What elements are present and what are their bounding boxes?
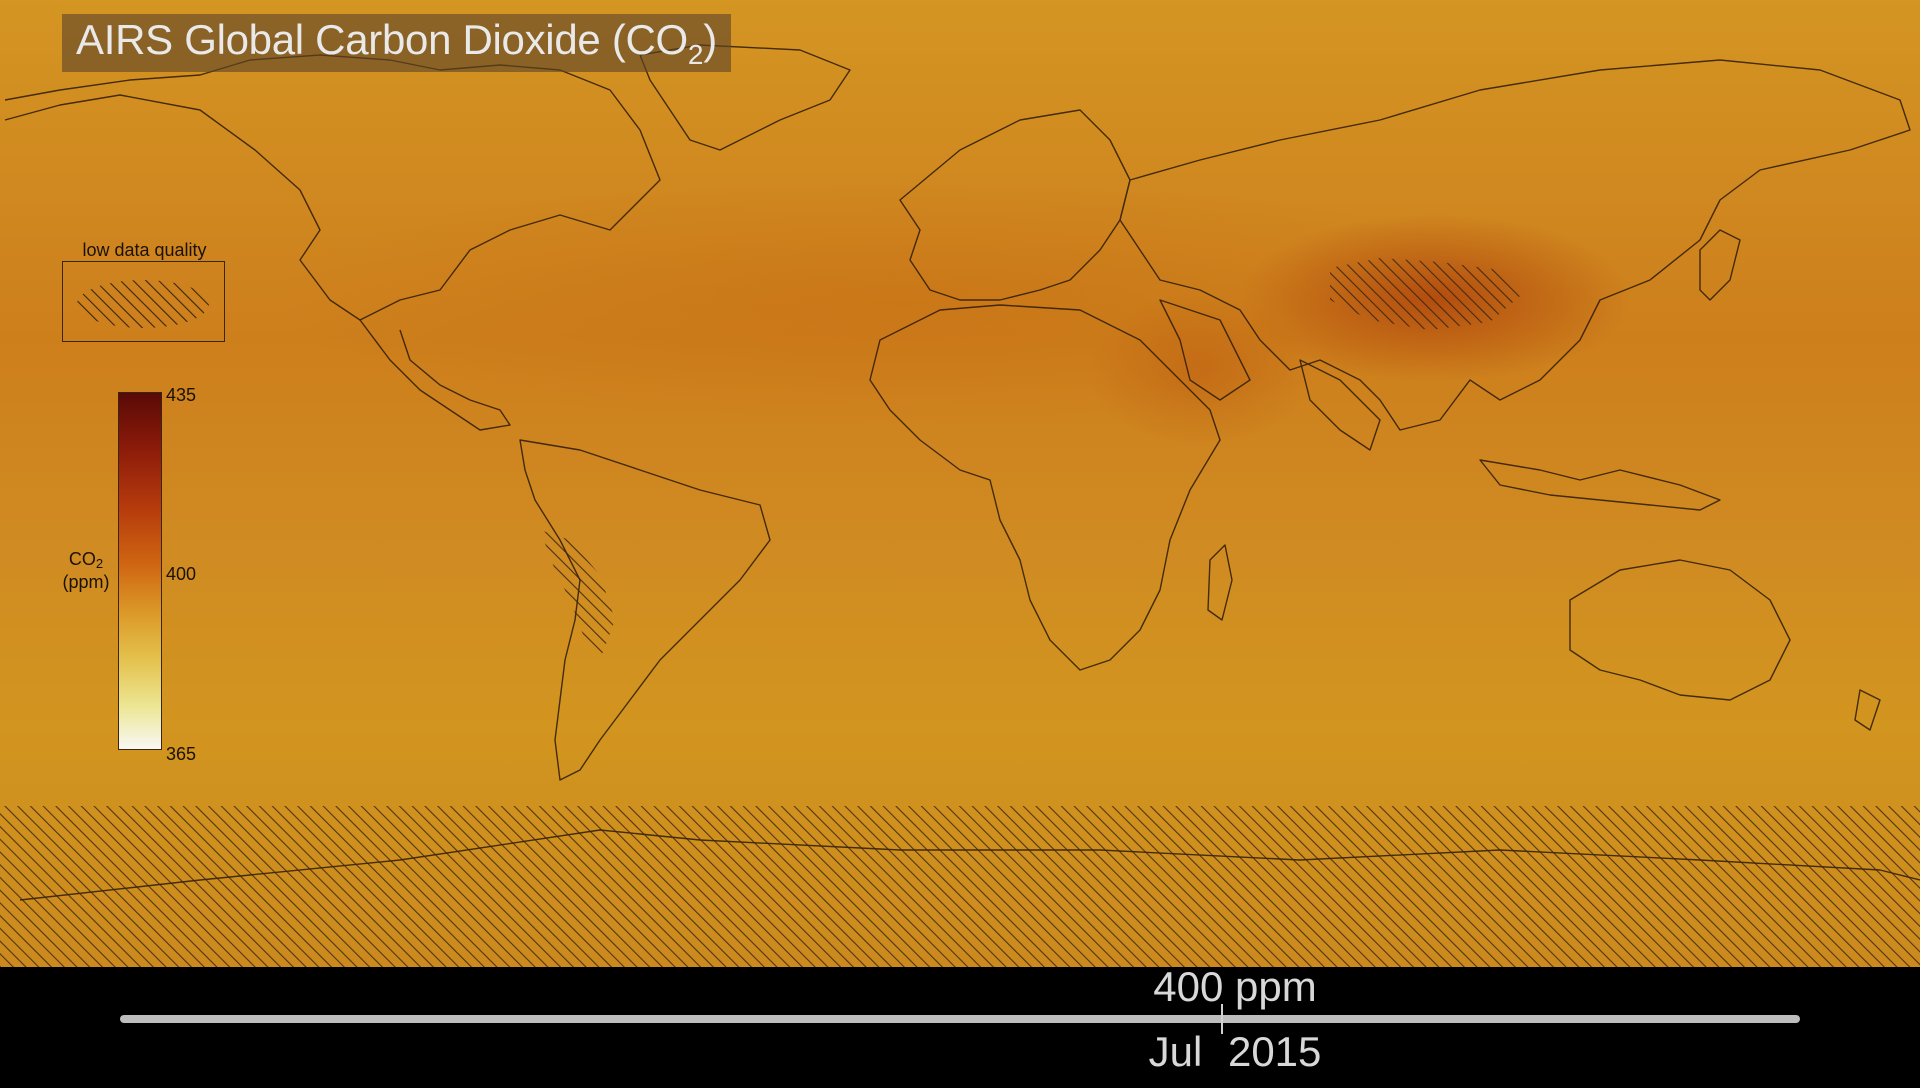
new-zealand-outline xyxy=(1854,689,1881,731)
europe-outline xyxy=(899,109,1131,301)
colorbar-max-label: 435 xyxy=(166,385,197,405)
continent-outlines xyxy=(4,44,1920,901)
central-america-outline xyxy=(359,319,511,431)
antarctic-low-quality-hatch xyxy=(0,806,1920,967)
colorbar-min-label: 365 xyxy=(166,744,197,764)
timeline-bar xyxy=(0,967,1920,1088)
greenland-outline xyxy=(639,44,851,151)
colorbar-title: CO2 (ppm) xyxy=(62,549,110,592)
low-quality-legend-swatch xyxy=(62,261,225,342)
timeline-marker[interactable] xyxy=(1221,1004,1223,1034)
low-quality-legend-label: low data quality xyxy=(82,240,207,260)
colorbar xyxy=(118,392,162,750)
australia-outline xyxy=(1569,559,1791,701)
andes-low-quality-hatch xyxy=(540,530,615,660)
arabia-india-outline xyxy=(1159,299,1381,451)
co2-world-map: AIRS Global Carbon Dioxide (CO2) low dat… xyxy=(0,0,1920,967)
timeline-track[interactable] xyxy=(120,1015,1800,1023)
colorbar-mid-label: 400 xyxy=(166,564,197,584)
title-banner: AIRS Global Carbon Dioxide (CO2) xyxy=(62,14,731,72)
tibet-low-quality-hatch xyxy=(1330,258,1520,330)
africa-outline xyxy=(869,304,1221,671)
indonesia-outline xyxy=(1479,459,1721,511)
south-america-outline xyxy=(519,439,771,781)
map-title: AIRS Global Carbon Dioxide (CO2) xyxy=(76,15,717,70)
madagascar-outline xyxy=(1207,544,1233,621)
map-overlay xyxy=(0,44,1920,967)
japan-outline xyxy=(1699,229,1741,301)
current-value-label: 400 ppm xyxy=(1153,963,1317,1010)
current-date-label: Jul 2015 xyxy=(1148,1028,1322,1075)
asia-outline xyxy=(1119,59,1911,431)
